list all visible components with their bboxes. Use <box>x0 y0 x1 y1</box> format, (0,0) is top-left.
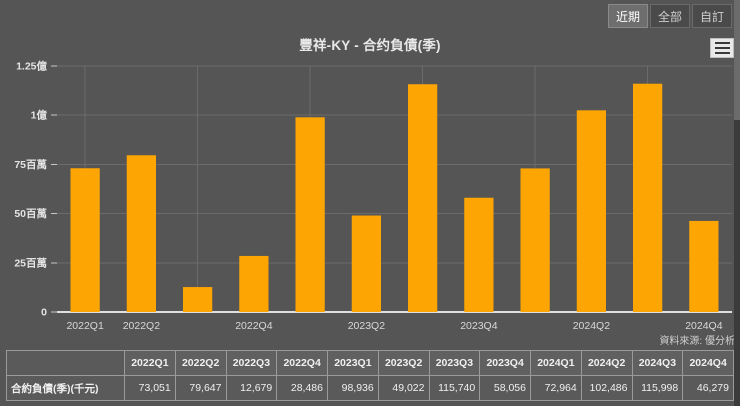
table-col-header: 2023Q3 <box>428 350 481 376</box>
x-axis-tick-label: 2023Q2 <box>347 320 386 332</box>
table-col-header: 2023Q4 <box>479 350 531 376</box>
table-row-label: 合約負債(季)(千元) <box>6 375 125 401</box>
x-axis-labels: 2022Q1 2022Q2 2022Q4 2023Q2 2023Q4 2024Q2 2024… <box>0 320 740 336</box>
bar-chart-plot: 0 25百萬 50百萬 75百萬 1億 1.25億 <box>0 58 740 320</box>
hamburger-menu-icon[interactable] <box>710 38 734 58</box>
chart-title: 豐祥-KY - 合约負債(季) <box>299 38 441 53</box>
range-button-recent[interactable]: 近期 <box>608 4 648 28</box>
table-cell-value: 115,998 <box>631 375 684 401</box>
table-cell-value: 49,022 <box>377 375 430 401</box>
table-cell-value: 98,936 <box>327 375 379 401</box>
table-cell-value: 79,647 <box>174 375 227 401</box>
x-axis-tick-label: 2022Q1 <box>66 320 104 332</box>
y-axis-tick-label: 1億 <box>31 109 48 122</box>
source-note: 資料來源: 優分析 <box>659 336 735 347</box>
scrollbar-thumb[interactable] <box>734 0 740 120</box>
bar[interactable] <box>70 168 100 312</box>
table-cell-value: 12,679 <box>225 375 278 401</box>
vertical-scrollbar[interactable] <box>734 0 740 406</box>
y-axis-tick-label: 75百萬 <box>14 158 47 171</box>
table-cell-value: 115,740 <box>428 375 481 401</box>
menu-line <box>714 42 730 44</box>
x-axis-tick-label: 2024Q2 <box>572 320 611 332</box>
bar[interactable] <box>520 168 550 312</box>
y-axis-tick-label: 50百萬 <box>14 207 47 220</box>
range-selector: 近期 全部 自訂 <box>608 4 732 28</box>
table-cell-value: 72,964 <box>530 375 582 401</box>
y-axis-tick-label: 25百萬 <box>14 256 47 269</box>
menu-line <box>714 47 730 49</box>
table-col-header: 2024Q3 <box>631 350 684 376</box>
bar[interactable] <box>689 220 719 312</box>
table-col-header: 2023Q2 <box>377 350 430 376</box>
bar[interactable] <box>183 287 213 312</box>
bar[interactable] <box>464 197 494 312</box>
range-button-custom[interactable]: 自訂 <box>692 4 732 28</box>
table-col-header: 2024Q1 <box>530 350 582 376</box>
table-col-header: 2022Q1 <box>124 350 176 376</box>
table-col-header: 2022Q4 <box>276 350 328 376</box>
table-header-row: 2022Q1 2022Q2 2022Q3 2022Q4 2023Q1 2023Q2 2023… <box>6 350 734 376</box>
table-col-header: 2024Q4 <box>682 350 734 376</box>
table-cell-value: 46,279 <box>682 375 734 401</box>
table-row: 合約負債(季)(千元) 73,051 79,647 12,679 28,486 98,9… <box>6 375 734 401</box>
data-table-container: 2022Q1 2022Q2 2022Q3 2022Q4 2023Q1 2023Q2 2023… <box>6 350 734 401</box>
menu-line <box>714 52 730 54</box>
bar[interactable] <box>351 215 381 312</box>
table-cell-value: 58,056 <box>479 375 531 401</box>
table-col-header: 2023Q1 <box>327 350 379 376</box>
table-col-header: 2022Q3 <box>225 350 278 376</box>
table-col-header: 2022Q2 <box>174 350 227 376</box>
bar[interactable] <box>576 110 606 312</box>
x-axis-tick-label: 2023Q4 <box>460 320 498 332</box>
table-cell-value: 73,051 <box>124 375 176 401</box>
bar[interactable] <box>126 155 156 312</box>
range-button-all[interactable]: 全部 <box>650 4 690 28</box>
x-axis-tick-label: 2022Q2 <box>122 320 161 332</box>
table-cell-value: 102,486 <box>580 375 633 401</box>
data-table: 2022Q1 2022Q2 2022Q3 2022Q4 2023Q1 2023Q2 2023… <box>6 350 734 401</box>
table-cell-value: 28,486 <box>276 375 328 401</box>
table-col-header: 2024Q2 <box>580 350 633 376</box>
x-axis-tick-label: 2022Q4 <box>235 320 273 332</box>
y-axis-tick-label: 0 <box>41 307 47 319</box>
table-corner-cell <box>6 350 125 376</box>
bar[interactable] <box>239 255 269 312</box>
bar[interactable] <box>408 84 438 312</box>
bar[interactable] <box>295 117 325 312</box>
y-axis-tick-label: 1.25億 <box>16 60 47 73</box>
x-axis-tick-label: 2024Q4 <box>685 320 723 332</box>
plot-svg: 0 25百萬 50百萬 75百萬 1億 1.25億 <box>14 60 732 319</box>
bar[interactable] <box>633 83 663 312</box>
